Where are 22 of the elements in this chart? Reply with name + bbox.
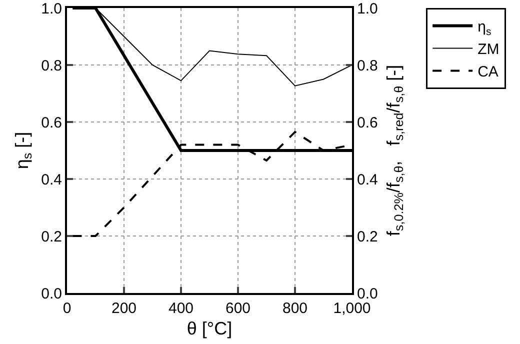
y2-tick-label: 0.8 [357,57,378,74]
y2-tick-label: 0.4 [357,171,378,188]
x-tick-label: 400 [168,300,194,317]
y2-tick-label: 1.0 [357,0,378,18]
y-tick-label: 0.4 [41,171,62,188]
x-tick-label: 800 [282,300,308,317]
x-tick-label: 0 [62,300,72,317]
legend-label: CA [478,64,498,81]
y-tick-label: 0.8 [41,57,62,74]
y-tick-label: 0.2 [41,228,62,246]
x-tick-label: 600 [225,300,251,317]
x-tick-label: 1,000 [333,300,371,317]
y2-tick-label: 0.0 [357,285,378,302]
y-tick-label: 1.0 [41,0,62,18]
y2-tick-label: 0.6 [357,114,378,132]
legend-label: ZM [478,41,500,58]
x-axis-title: θ [°C] [186,318,232,339]
x-tick-label: 200 [111,300,137,317]
y2-tick-label: 0.2 [357,228,378,246]
legend-label: η$_{s}$ [478,18,492,38]
y-tick-label: 0.6 [41,114,62,132]
y-tick-label: 0.0 [41,285,62,302]
